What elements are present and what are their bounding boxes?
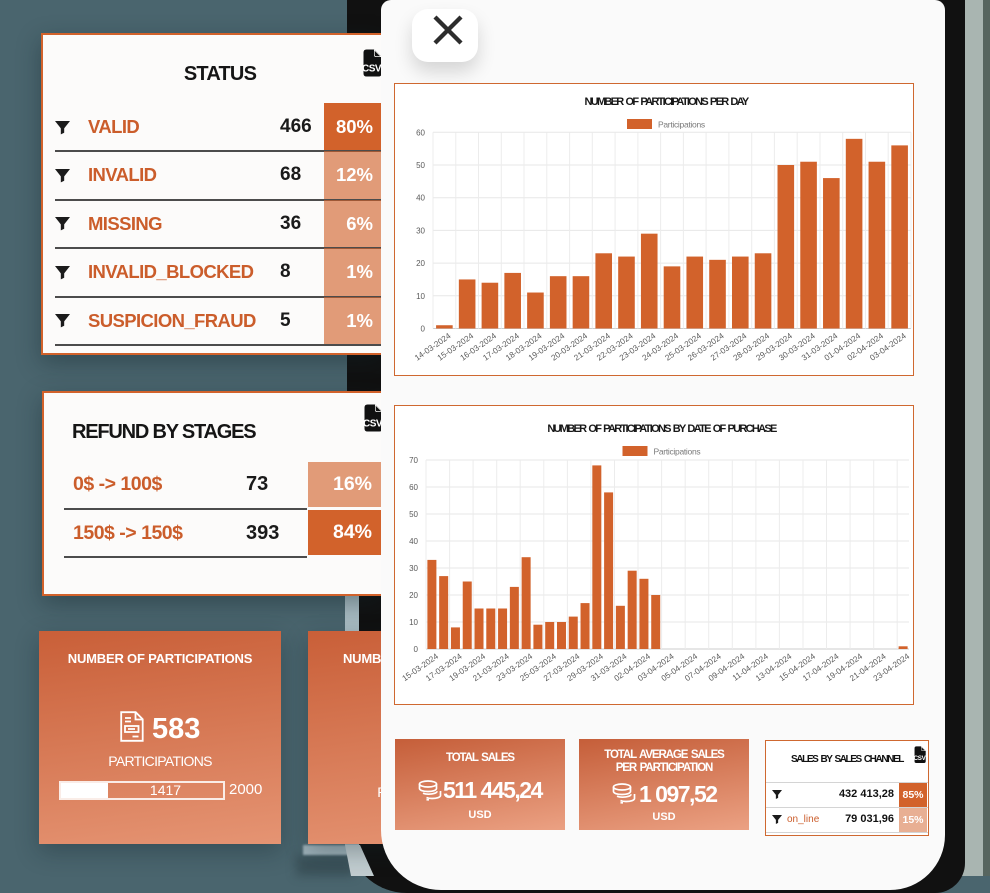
svg-text:20: 20 (416, 259, 425, 268)
svg-text:60: 60 (416, 128, 425, 137)
svg-text:70: 70 (409, 456, 418, 465)
svg-text:CSV: CSV (914, 755, 926, 762)
svg-text:50: 50 (409, 510, 418, 519)
svg-text:20: 20 (409, 591, 418, 600)
svg-text:0: 0 (421, 325, 426, 334)
svg-text:30: 30 (409, 564, 418, 573)
svg-text:50: 50 (416, 161, 425, 170)
svg-text:CSV: CSV (362, 64, 382, 75)
svg-text:30: 30 (416, 226, 425, 235)
svg-text:40: 40 (409, 537, 418, 546)
svg-text:Participations: Participations (654, 447, 701, 457)
svg-text:60: 60 (409, 483, 418, 492)
svg-text:10: 10 (416, 292, 425, 301)
svg-text:NUMBER OF PARTICIPATIONS PER D: NUMBER OF PARTICIPATIONS PER DAY (584, 96, 749, 108)
svg-text:CSV: CSV (363, 419, 383, 430)
svg-text:0: 0 (414, 645, 419, 654)
svg-text:Participations: Participations (658, 120, 705, 130)
svg-text:NUMBER OF PARTICIPATIONS BY DA: NUMBER OF PARTICIPATIONS BY DATE OF PURC… (547, 423, 777, 435)
svg-text:10: 10 (409, 618, 418, 627)
svg-text:40: 40 (416, 194, 425, 203)
